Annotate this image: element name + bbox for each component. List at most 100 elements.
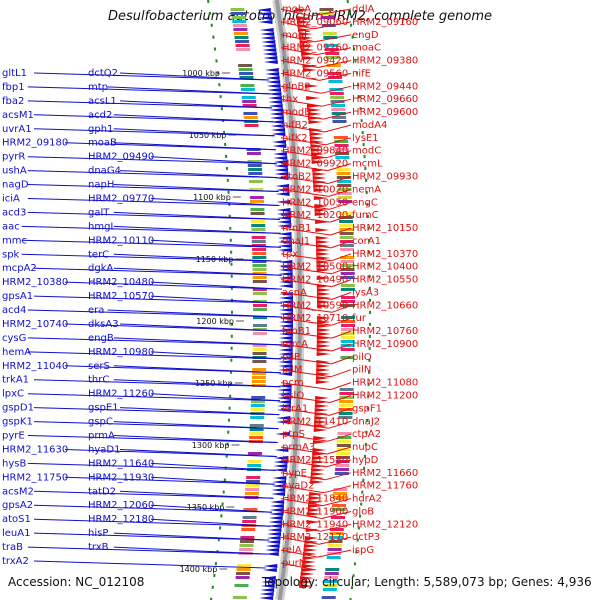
plus-strand-feature (313, 428, 328, 432)
plus-strand-feature (316, 260, 331, 264)
minus-strand-feature (278, 332, 293, 336)
cog-feature (244, 124, 259, 127)
gene-label: HRM2_09660 (352, 94, 418, 105)
minus-strand-feature (273, 156, 288, 160)
cog-feature (242, 104, 257, 107)
minus-strand-feature (273, 164, 288, 168)
plus-strand-feature (315, 236, 330, 240)
plus-strand-feature (296, 16, 311, 20)
kbp-tick-label: 1100 kbp (193, 193, 231, 202)
label-leader-line (27, 462, 276, 471)
gene-label: cysG (2, 333, 26, 344)
cog-feature (246, 476, 261, 479)
topology-text: Topology: circular; Length: 5,589,073 bp… (262, 575, 592, 589)
minus-strand-feature (278, 276, 293, 280)
gene-label: napH (88, 180, 114, 191)
cog-feature (336, 452, 351, 455)
cog-feature (247, 160, 262, 163)
plus-strand-feature (317, 300, 331, 304)
plus-strand-feature (304, 536, 319, 540)
cog-feature (340, 340, 355, 343)
cog-feature (333, 136, 348, 139)
label-leader-line (325, 472, 352, 481)
cog-feature (234, 584, 249, 587)
gene-label: ddlA (352, 4, 374, 15)
gene-label: nemA (352, 184, 381, 195)
plus-strand-feature (300, 572, 315, 576)
cog-feature (234, 32, 248, 35)
gene-label: gloB (352, 506, 374, 517)
cog-feature (321, 24, 336, 27)
gene-label: HRM2_09490 (88, 152, 154, 163)
cog-feature (340, 272, 355, 275)
gene-label: HRM2_10020 (282, 184, 348, 195)
gene-label: iciA (2, 193, 20, 204)
minus-strand-feature (271, 492, 285, 496)
gene-label: gph1 (88, 124, 113, 135)
gene-label: HRM2_09930 (352, 171, 418, 182)
plus-strand-feature (310, 148, 325, 152)
label-leader-line (27, 170, 278, 179)
cog-feature (334, 144, 349, 147)
minus-strand-feature (278, 268, 293, 272)
cog-feature (330, 100, 345, 103)
gene-label: HRM2_11660 (352, 468, 418, 479)
cog-feature (341, 324, 355, 327)
gene-label: ctpA2 (352, 429, 381, 440)
label-leader-line (27, 211, 281, 220)
gene-label: HRM2_11200 (352, 391, 418, 402)
cog-feature (340, 244, 354, 247)
minus-strand-feature (277, 384, 292, 388)
gene-label: gspD1 (2, 403, 34, 414)
label-leader-line (280, 34, 316, 43)
label-leader-line (27, 86, 271, 95)
label-leader-line (280, 304, 333, 313)
plus-strand-feature (317, 324, 331, 328)
cog-feature (235, 40, 250, 43)
gene-label: nupC (352, 442, 378, 453)
minus-strand-feature (263, 60, 278, 64)
label-leader-line (280, 137, 326, 146)
minus-strand-feature (265, 548, 280, 552)
cog-feature (252, 272, 267, 275)
label-leader-line (27, 100, 273, 109)
gene-label: dgkA (88, 263, 113, 274)
cog-feature (339, 224, 354, 227)
gene-label: HRM2_10050 (282, 197, 348, 208)
minus-strand-feature (267, 532, 281, 536)
cog-feature (328, 76, 343, 79)
plus-strand-feature (316, 264, 331, 268)
label-leader-line (321, 98, 352, 107)
plus-strand-feature (301, 568, 316, 572)
label-leader-line (33, 379, 281, 388)
kbp-tick-label: 1300 kbp (192, 441, 230, 450)
minus-strand-feature (264, 68, 279, 72)
label-leader-line (280, 60, 319, 68)
label-leader-line (280, 549, 318, 558)
plus-strand-feature (307, 108, 322, 112)
cog-feature (323, 36, 338, 39)
plus-strand-feature (316, 248, 331, 252)
minus-strand-feature (272, 468, 287, 472)
label-leader-line (280, 356, 332, 365)
cog-feature (337, 180, 351, 183)
minus-strand-feature (269, 116, 284, 120)
cog-feature (243, 508, 258, 511)
cog-feature (250, 408, 265, 411)
label-leader-line (113, 128, 275, 137)
gene-label: dctQ2 (88, 68, 118, 79)
cog-feature (251, 380, 266, 383)
label-leader-line (113, 435, 278, 443)
cog-feature (324, 572, 339, 575)
label-leader-line (33, 72, 270, 81)
minus-strand-feature (272, 140, 286, 144)
cog-feature (335, 156, 350, 159)
minus-strand-feature (272, 144, 287, 148)
label-leader-line (280, 407, 330, 416)
cog-feature (247, 464, 262, 467)
label-leader-line (33, 518, 271, 527)
cog-feature (251, 244, 266, 247)
cog-feature (340, 336, 355, 339)
cog-feature (324, 576, 339, 579)
label-leader-line (328, 188, 352, 197)
